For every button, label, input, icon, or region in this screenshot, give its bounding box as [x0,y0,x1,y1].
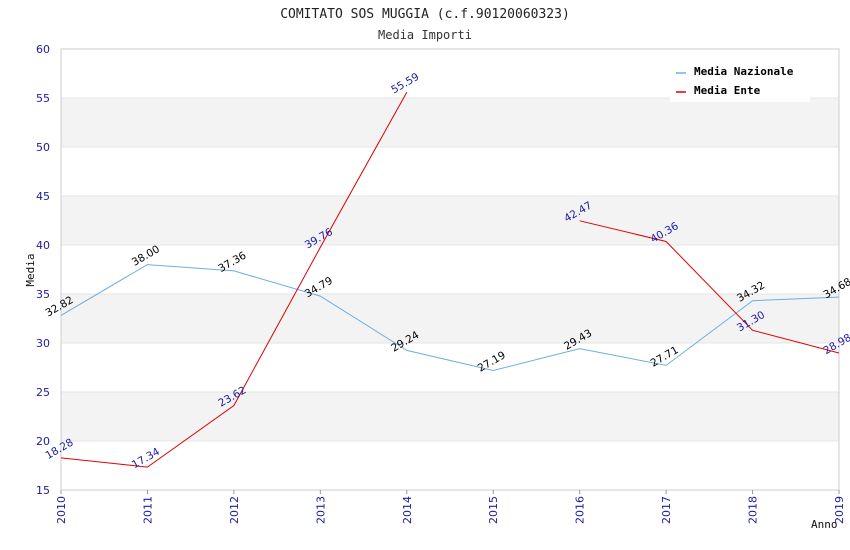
y-tick-label: 55 [36,92,50,105]
y-tick-label: 40 [36,239,50,252]
x-tick-label: 2017 [660,496,673,524]
x-tick-label: 2019 [833,496,846,524]
y-tick-label: 20 [36,435,50,448]
y-tick-label: 15 [36,484,50,497]
data-label: 27.19 [476,349,508,374]
data-label: 27.71 [649,344,681,369]
y-axis-label: Media [24,253,37,286]
x-tick-label: 2015 [487,496,500,524]
data-label: 55.59 [389,71,421,96]
series-line-0 [60,264,840,372]
legend-label-media-nazionale: Media Nazionale [694,65,794,78]
y-tick-label: 60 [36,43,50,56]
y-tick-label: 35 [36,288,50,301]
grid-band [61,98,839,147]
legend-box [670,60,810,102]
x-tick-label: 2014 [401,496,414,524]
grid-band [61,196,839,245]
legend: Media Nazionale Media Ente [670,60,810,102]
series-lines [60,91,840,468]
plot-background-bands [61,48,839,491]
x-tick-label: 2010 [55,496,68,524]
y-axis-ticks: 15 20 25 30 35 40 45 50 55 60 [36,43,50,497]
x-tick-label: 2016 [574,496,587,524]
series-line-1 [60,91,408,468]
x-tick-label: 2011 [141,496,154,524]
chart-subtitle: Media Importi [378,28,472,42]
y-tick-label: 25 [36,386,50,399]
y-tick-label: 45 [36,190,50,203]
plot-area [60,48,840,491]
x-axis-ticks: 2010 2011 2012 2013 2014 2015 2016 2017 2018 2019 [55,490,846,524]
y-tick-label: 30 [36,337,50,350]
x-tick-label: 2012 [228,496,241,524]
grid-band [61,392,839,441]
legend-label-media-ente: Media Ente [694,84,761,97]
x-axis-label: Anno [811,518,838,531]
grid-band [61,294,839,343]
x-tick-label: 2013 [314,496,327,524]
y-tick-label: 50 [36,141,50,154]
series-line-1 [579,220,840,354]
x-tick-label: 2018 [747,496,760,524]
chart-title: COMITATO SOS MUGGIA (c.f.90120060323) [280,7,570,22]
